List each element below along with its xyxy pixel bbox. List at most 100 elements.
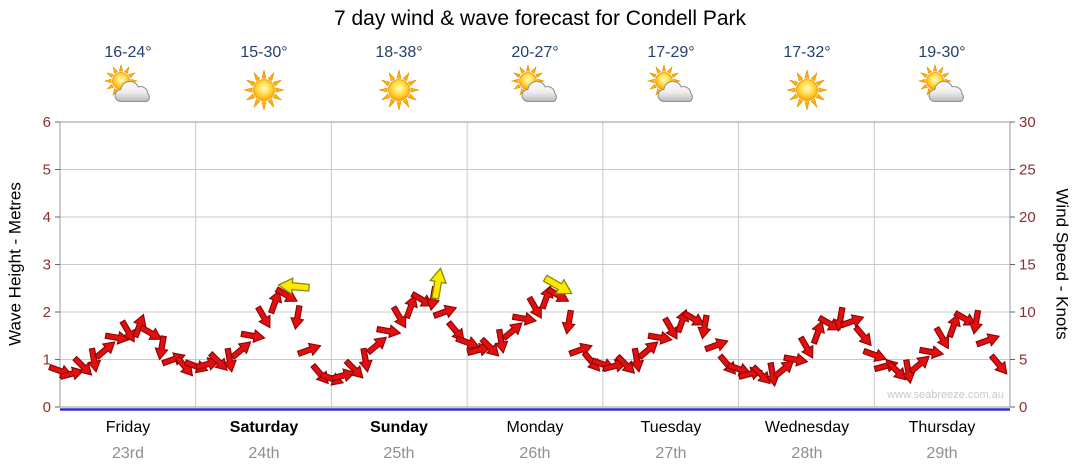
wind-arrow: [230, 341, 252, 360]
sun-ray: [128, 72, 136, 78]
wind-arrow: [918, 345, 945, 360]
wind-arrow: [240, 328, 266, 344]
day-name: Wednesday: [764, 419, 850, 436]
sun-ray: [810, 72, 818, 82]
temp-range: 16-24°: [104, 44, 152, 61]
day-column-thursday: 19-30° Thursday 29th: [874, 0, 1010, 475]
sun-ray: [378, 87, 388, 93]
temp-range: 18-38°: [375, 44, 423, 61]
wind-arrow: [526, 295, 542, 320]
sun-ray: [243, 87, 253, 93]
sun-ray: [920, 84, 928, 90]
sun-ray: [402, 72, 410, 82]
weather-icon-sunny: [378, 69, 420, 111]
day-name: Thursday: [908, 419, 976, 436]
wind-arrow: [365, 336, 388, 356]
left-tick-label: 5: [43, 162, 51, 179]
sun-ray: [112, 66, 118, 74]
day-column-friday: 16-24° Friday 23rd: [60, 0, 196, 475]
wind-arrow: [772, 360, 795, 379]
sun-ray: [804, 69, 810, 79]
sun-ray: [261, 69, 267, 79]
watermark: www.seabreeze.com.au: [886, 389, 1004, 401]
day-name: Monday: [506, 419, 564, 436]
weather-icon-partly-cloudy: [510, 64, 557, 103]
wind-arrow: [797, 335, 814, 359]
wind-arrow: [290, 304, 305, 331]
wind-arrow: [750, 364, 771, 385]
sun-ray: [402, 98, 410, 108]
temp-range: 20-27°: [511, 44, 559, 61]
sun-ray: [926, 66, 932, 74]
sun-icon: [796, 79, 818, 101]
weather-icon-partly-cloudy: [646, 64, 693, 103]
sun-ray: [786, 87, 796, 93]
sun-ray: [106, 72, 114, 78]
sun-ray: [932, 64, 938, 72]
wind-arrow: [511, 311, 538, 326]
sun-ray: [272, 79, 282, 87]
right-tick-label: 30: [1019, 114, 1036, 131]
right-tick-label: 15: [1019, 257, 1036, 274]
sun-ray: [275, 87, 285, 93]
day-date: 24th: [248, 445, 280, 462]
sun-ray: [381, 93, 391, 101]
sun-ray: [535, 72, 543, 78]
sun-ray: [253, 72, 261, 82]
day-date: 26th: [519, 445, 551, 462]
sun-ray: [124, 66, 130, 74]
wind-arrow: [432, 304, 458, 319]
sun-ray: [938, 66, 944, 74]
sun-ray: [396, 101, 402, 111]
wind-arrow: [72, 355, 93, 376]
wind-arrow: [933, 326, 950, 350]
wind-arrow: [267, 289, 283, 315]
sun-ray: [796, 98, 804, 108]
sun-ray: [804, 101, 810, 111]
sun-ray: [942, 72, 950, 78]
wind-arrow: [132, 313, 147, 339]
sun-icon: [253, 79, 275, 101]
wind-arrow: [376, 324, 402, 339]
sun-ray: [525, 64, 531, 72]
day-date: 28th: [791, 445, 823, 462]
wind-arrow: [988, 353, 1008, 375]
day-name: Sunday: [370, 419, 428, 436]
weather-icon-partly-cloudy: [103, 64, 150, 103]
left-tick-label: 0: [43, 399, 51, 416]
sun-ray: [513, 84, 521, 90]
day-column-tuesday: 17-29° Tuesday 27th: [603, 0, 739, 475]
sun-ray: [246, 79, 256, 87]
temp-range: 17-32°: [783, 44, 831, 61]
temp-range: 17-29°: [647, 44, 695, 61]
sun-ray: [649, 72, 657, 78]
left-tick-label: 2: [43, 304, 51, 321]
wind-arrow: [839, 314, 865, 329]
sun-ray: [519, 66, 525, 74]
day-date: 25th: [383, 445, 415, 462]
cloud-icon: [521, 80, 557, 103]
wind-arrow: [853, 324, 872, 347]
sun-ray: [388, 72, 396, 82]
sun-ray: [796, 72, 804, 82]
wind-arrow: [104, 330, 130, 345]
gust-arrow: [277, 277, 310, 296]
wind-arrow: [330, 368, 356, 383]
wind-arrow: [968, 309, 983, 335]
wind-arrow: [154, 335, 169, 361]
sun-ray: [272, 93, 282, 101]
chart-title: 7 day wind & wave forecast for Condell P…: [333, 7, 747, 30]
day-column-monday: 20-27° Monday 26th: [467, 0, 603, 475]
wind-arrow: [296, 342, 322, 357]
left-tick-label: 4: [43, 209, 51, 226]
sun-ray: [407, 93, 417, 101]
wind-arrow: [615, 353, 636, 374]
right-tick-label: 10: [1019, 304, 1036, 321]
day-column-sunday: 18-38° Sunday 25th: [331, 0, 467, 475]
sun-ray: [118, 64, 124, 72]
wind-arrow: [946, 313, 961, 339]
wind-arrow: [975, 333, 1001, 348]
sun-ray: [655, 66, 661, 74]
wind-arrow: [886, 360, 907, 381]
